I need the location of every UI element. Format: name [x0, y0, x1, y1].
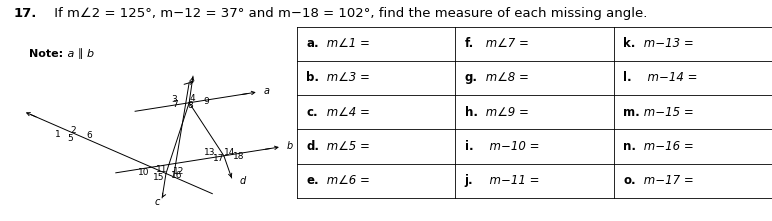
Text: m−17 =: m−17 =	[640, 174, 694, 187]
Text: m−10 =: m−10 =	[482, 140, 539, 153]
Text: 3: 3	[171, 95, 177, 104]
Text: a: a	[263, 86, 269, 96]
Text: d: d	[239, 176, 245, 186]
Text: 17: 17	[212, 154, 224, 163]
Text: m−11 =: m−11 =	[482, 174, 539, 187]
Text: 2: 2	[70, 126, 76, 135]
Text: i.: i.	[465, 140, 473, 153]
Text: j.: j.	[465, 174, 473, 187]
Text: 14: 14	[224, 148, 235, 157]
Text: 16: 16	[171, 171, 183, 180]
Text: m−15 =: m−15 =	[640, 106, 694, 119]
Text: d.: d.	[306, 140, 320, 153]
Text: m∠3 =: m∠3 =	[323, 71, 371, 84]
Text: 5: 5	[67, 134, 73, 143]
Text: m∠7 =: m∠7 =	[482, 37, 529, 50]
Text: b: b	[286, 141, 293, 151]
Text: 7: 7	[172, 100, 178, 109]
Text: m∠9 =: m∠9 =	[482, 106, 529, 119]
Text: m∠6 =: m∠6 =	[323, 174, 371, 187]
Text: k.: k.	[623, 37, 635, 50]
Text: 6: 6	[86, 131, 93, 140]
Text: 4: 4	[189, 94, 195, 103]
Text: m.: m.	[623, 106, 640, 119]
Text: m∠4 =: m∠4 =	[323, 106, 371, 119]
Text: m∠8 =: m∠8 =	[482, 71, 529, 84]
Text: 9: 9	[203, 97, 208, 106]
Text: m∠5 =: m∠5 =	[323, 140, 371, 153]
Text: 1: 1	[55, 130, 61, 139]
Text: m−13 =: m−13 =	[640, 37, 694, 50]
Text: 12: 12	[173, 167, 185, 176]
Text: h.: h.	[465, 106, 478, 119]
Text: If m∠2 = 125°, m−12 = 37° and m−18 = 102°, find the measure of each missing angl: If m∠2 = 125°, m−12 = 37° and m−18 = 102…	[50, 7, 648, 20]
Text: b.: b.	[306, 71, 320, 84]
Text: f.: f.	[465, 37, 474, 50]
Text: 18: 18	[233, 152, 245, 161]
Text: 13: 13	[205, 148, 215, 157]
Text: c.: c.	[306, 106, 318, 119]
Text: m∠1 =: m∠1 =	[323, 37, 371, 50]
Text: 17.: 17.	[14, 7, 37, 20]
Text: m−14 =: m−14 =	[640, 71, 697, 84]
Text: g.: g.	[465, 71, 478, 84]
Text: Note:: Note:	[29, 49, 63, 59]
Text: e.: e.	[306, 174, 319, 187]
Text: o.: o.	[623, 174, 635, 187]
Text: l.: l.	[623, 71, 631, 84]
Text: a ∥ b: a ∥ b	[64, 49, 94, 59]
Text: 11: 11	[156, 165, 168, 174]
Text: c: c	[154, 197, 160, 207]
Text: 8: 8	[188, 101, 194, 110]
Text: m−16 =: m−16 =	[640, 140, 694, 153]
Text: 10: 10	[138, 168, 150, 177]
Text: n.: n.	[623, 140, 636, 153]
Text: a.: a.	[306, 37, 319, 50]
Text: 15: 15	[154, 173, 164, 182]
